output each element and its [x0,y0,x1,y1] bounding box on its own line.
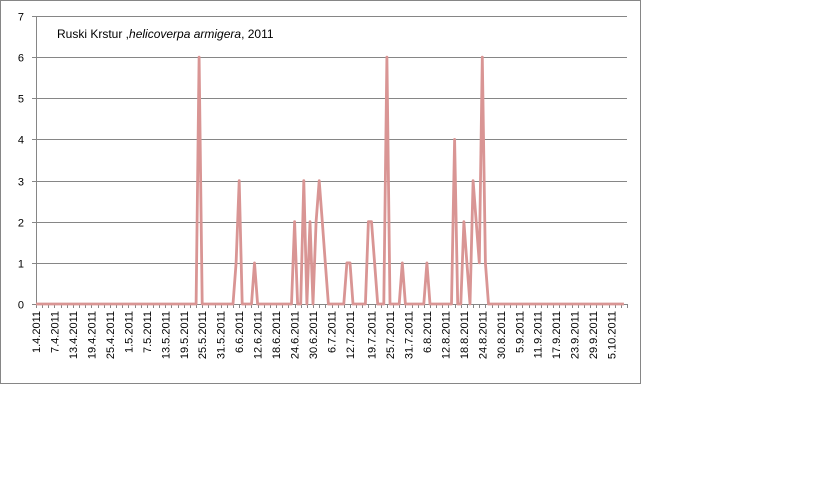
line-chart: 0 1 2 3 4 5 6 7 1.4.2011 7.4.2011 13.4.2011 19.4.2… [18,12,628,359]
y-tick-label: 6 [18,53,24,65]
x-tick-label: 30.8.2011 [496,311,508,359]
series-lines [36,55,624,306]
x-tick-label: 12.6.2011 [253,311,265,359]
y-tick-label: 3 [18,177,24,189]
x-tick-label: 12.7.2011 [345,311,357,359]
x-tick-label: 7.5.2011 [142,311,154,353]
x-tick-label: 19.4.2011 [86,311,98,359]
y-tick-label: 4 [18,135,24,147]
x-tick-label: 11.9.2011 [533,311,545,358]
x-tick-label: 31.7.2011 [403,311,415,359]
y-tick-label: 0 [18,300,24,312]
x-tick-labels: 1.4.2011 7.4.2011 13.4.2011 19.4.2011 25.4.2… [31,311,619,359]
series-line-0 [36,55,624,306]
axes [32,16,628,308]
x-tick-label: 19.5.2011 [179,311,191,359]
x-tick-label: 6.7.2011 [327,311,339,353]
x-tick-label: 5.9.2011 [514,311,526,353]
x-tick-label: 5.10.2011 [607,311,619,359]
x-tick-label: 31.5.2011 [216,311,228,359]
x-tick-label: 30.6.2011 [308,311,320,359]
x-tick-label: 23.9.2011 [570,311,582,359]
x-tick-label: 24.6.2011 [290,311,302,359]
x-tick-label: 25.4.2011 [105,311,117,359]
x-tick-label: 25.7.2011 [385,311,397,359]
x-tick-label: 18.8.2011 [459,311,471,359]
chart-title: Ruski Krstur ,helicoverpa armigera, 2011 [57,27,274,41]
x-tick-label: 1.5.2011 [123,311,135,353]
grid-lines [36,16,627,264]
y-tick-label: 2 [18,218,24,230]
x-tick-label: 29.9.2011 [588,311,600,359]
x-tick-label: 18.6.2011 [271,311,283,359]
x-tick-label: 19.7.2011 [367,311,379,359]
chart-title-species: helicoverpa armigera [129,27,241,41]
x-tick-label: 25.5.2011 [197,311,209,359]
y-tick-labels: 0 1 2 3 4 5 6 7 [18,12,24,312]
x-tick-label: 24.8.2011 [477,311,489,359]
x-tick-label: 13.5.2011 [160,311,172,359]
x-tick-label: 17.9.2011 [551,311,563,359]
x-tick-label: 1.4.2011 [31,311,43,353]
x-tick-label: 7.4.2011 [49,311,61,353]
y-tick-label: 7 [18,12,24,24]
x-tick-label: 12.8.2011 [440,311,452,359]
y-tick-label: 5 [18,94,24,106]
y-tick-label: 1 [18,259,24,271]
x-tick-label: 6.8.2011 [422,311,434,353]
chart-title-location: Ruski Krstur , [57,27,129,41]
x-tick-label: 13.4.2011 [68,311,80,359]
x-tick-label: 6.6.2011 [234,311,246,353]
chart-title-year: , 2011 [241,27,274,41]
